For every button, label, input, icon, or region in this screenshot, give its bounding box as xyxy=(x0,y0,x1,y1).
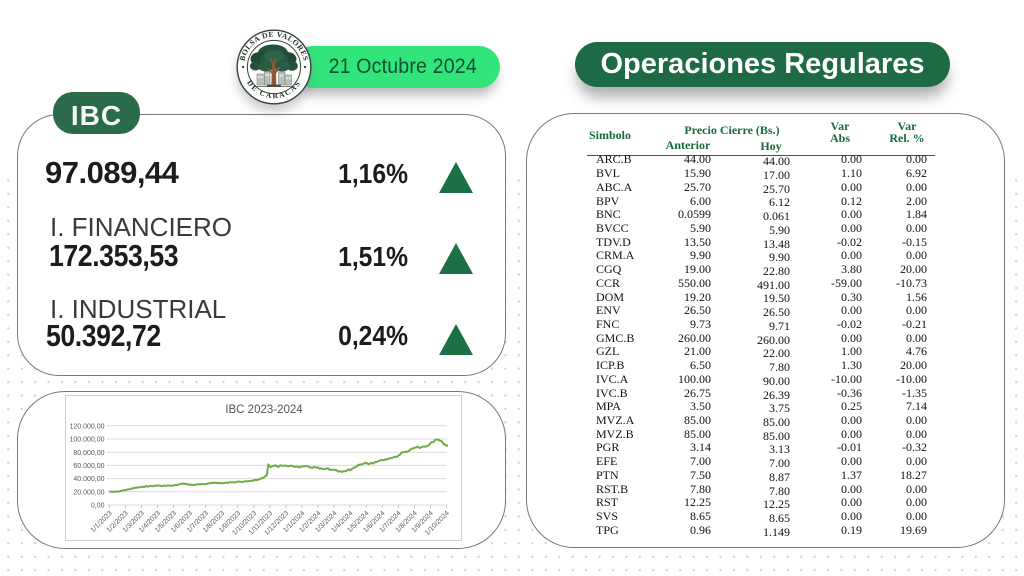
svg-text:100.000,00: 100.000,00 xyxy=(69,437,104,444)
svg-text:0,00: 0,00 xyxy=(91,503,105,510)
svg-text:20.000,00: 20.000,00 xyxy=(73,489,104,496)
svg-text:40.000,00: 40.000,00 xyxy=(73,476,104,483)
svg-text:60.000,00: 60.000,00 xyxy=(73,463,104,470)
svg-text:120.000,00: 120.000,00 xyxy=(69,423,104,430)
svg-text:80.000,00: 80.000,00 xyxy=(73,450,104,457)
